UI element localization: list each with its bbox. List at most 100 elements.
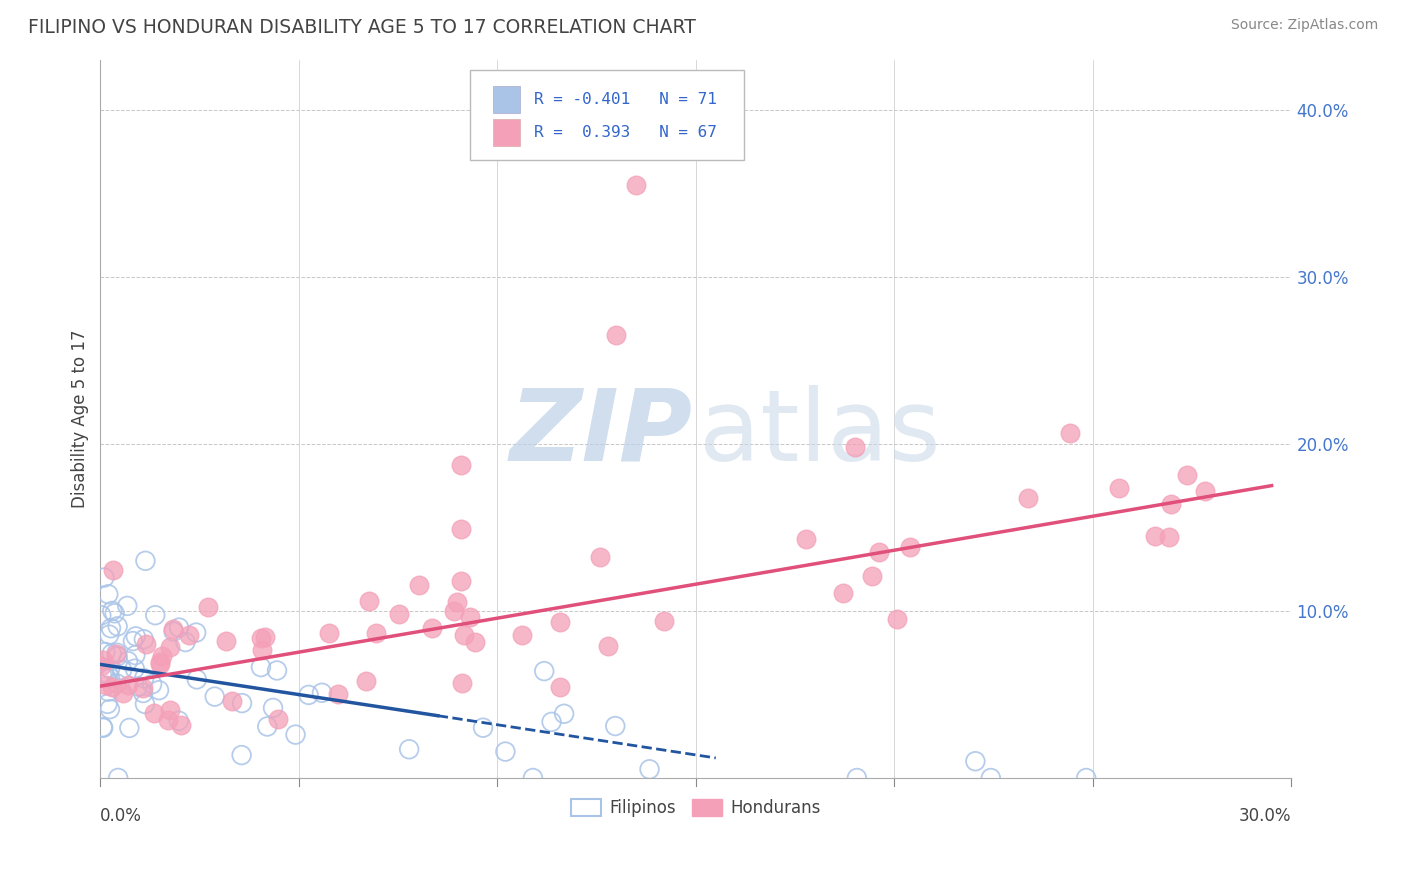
Point (256, 719, 278, 733)
Point (127, 680, 149, 694)
Point (250, 643, 273, 657)
Point (1175, 467, 1198, 482)
Point (167, 714, 190, 728)
FancyBboxPatch shape (494, 119, 520, 145)
Point (388, 607, 411, 622)
Point (97, 684, 120, 698)
Text: R =  0.393   N = 67: R = 0.393 N = 67 (534, 125, 717, 140)
Point (886, 612, 908, 626)
Point (107, 619, 129, 633)
Point (794, 532, 817, 546)
Point (104, 647, 127, 661)
Text: ZIP: ZIP (509, 384, 692, 482)
Point (174, 635, 197, 649)
Point (134, 697, 156, 711)
Point (453, 628, 475, 642)
Point (605, 719, 627, 733)
Point (364, 626, 387, 640)
Point (98, 662, 121, 676)
Point (356, 673, 378, 688)
Point (91, 721, 114, 735)
Point (589, 549, 612, 564)
Point (156, 713, 179, 727)
Point (965, 754, 987, 768)
Point (450, 574, 472, 589)
Point (398, 742, 420, 756)
Point (149, 655, 172, 669)
Point (221, 694, 243, 708)
Point (868, 544, 890, 558)
Point (93, 570, 115, 584)
Point (460, 609, 482, 624)
Point (1159, 530, 1181, 544)
Point (328, 687, 350, 701)
Point (112, 686, 135, 700)
Point (553, 706, 575, 721)
Point (626, 178, 648, 192)
Point (262, 701, 284, 715)
Point (450, 675, 472, 690)
Point (204, 690, 226, 704)
Point (494, 745, 516, 759)
FancyBboxPatch shape (470, 70, 744, 161)
Point (311, 686, 333, 700)
Point (1076, 771, 1098, 785)
Text: Source: ZipAtlas.com: Source: ZipAtlas.com (1230, 18, 1378, 32)
Point (197, 600, 219, 615)
Point (132, 686, 155, 700)
Point (231, 696, 253, 710)
Point (111, 663, 134, 677)
Text: atlas: atlas (699, 384, 941, 482)
Point (97, 667, 120, 681)
Point (845, 771, 868, 785)
Point (98, 627, 121, 641)
Point (250, 660, 273, 674)
Point (550, 615, 572, 629)
Point (132, 632, 155, 647)
FancyBboxPatch shape (494, 87, 520, 113)
Point (472, 721, 495, 735)
Point (408, 578, 430, 592)
Point (148, 683, 170, 698)
Point (150, 648, 173, 663)
Point (118, 721, 141, 735)
Point (540, 714, 562, 729)
Point (1108, 481, 1130, 495)
Point (980, 771, 1002, 785)
Point (464, 634, 486, 648)
Point (122, 634, 145, 648)
Point (298, 688, 321, 702)
Point (359, 594, 381, 608)
Point (1194, 484, 1216, 499)
Point (105, 676, 128, 690)
Point (522, 771, 544, 785)
Point (104, 607, 127, 621)
Point (167, 621, 190, 635)
Point (107, 771, 129, 785)
Point (96, 671, 118, 685)
Point (284, 728, 307, 742)
Point (142, 706, 165, 720)
Point (598, 639, 620, 653)
Point (98, 702, 121, 716)
Point (898, 540, 921, 554)
Point (844, 440, 866, 454)
Point (443, 603, 465, 617)
Point (318, 625, 340, 640)
Point (91, 652, 114, 666)
Point (149, 657, 172, 672)
Point (101, 604, 124, 618)
Point (548, 680, 571, 694)
Point (101, 563, 124, 577)
Point (124, 648, 146, 662)
Point (105, 646, 128, 660)
Point (98, 671, 121, 685)
Point (107, 649, 129, 664)
Point (186, 625, 208, 640)
Point (1059, 426, 1081, 441)
Point (90, 658, 112, 673)
Point (90, 608, 112, 623)
Point (533, 664, 555, 678)
Point (450, 458, 472, 472)
Point (159, 703, 181, 717)
